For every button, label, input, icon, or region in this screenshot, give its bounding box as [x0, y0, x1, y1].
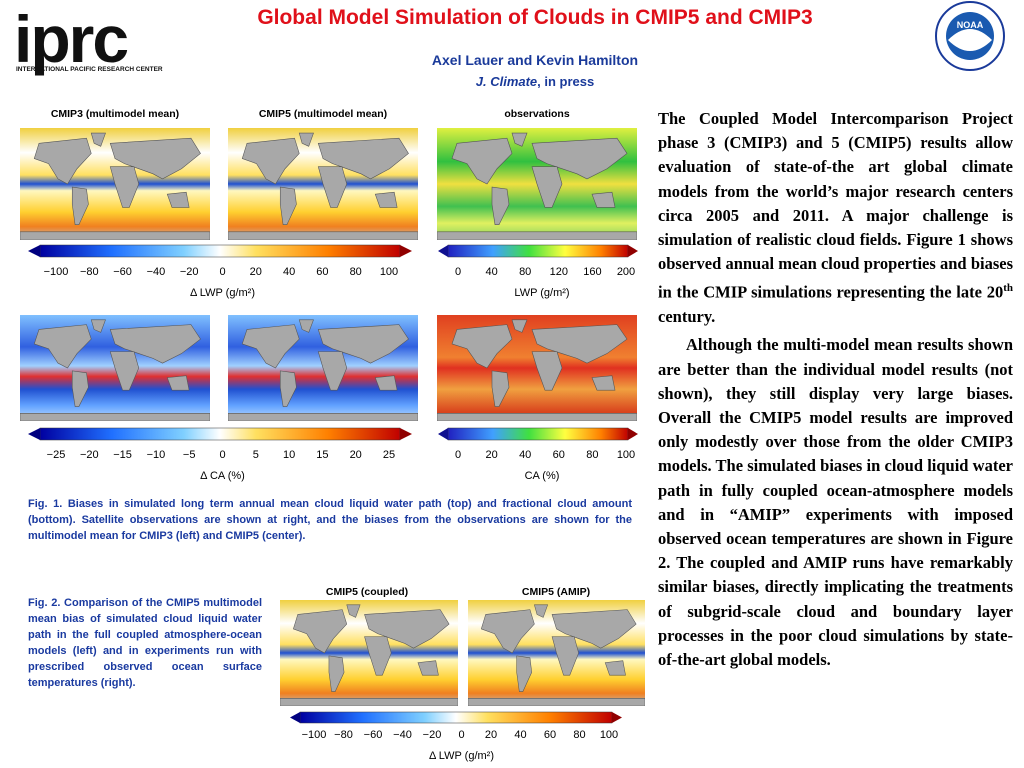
tick-label: −80	[80, 266, 99, 278]
tick-label: −10	[147, 449, 166, 461]
tick-label: 40	[283, 266, 295, 278]
tick-label: 100	[600, 729, 618, 741]
tick-label: −60	[113, 266, 132, 278]
tick-label: 20	[485, 449, 497, 461]
tick-label: −20	[423, 729, 442, 741]
colorbar-label: LWP (g/m²)	[514, 287, 569, 299]
map	[20, 315, 210, 421]
authors: Axel Lauer and Kevin Hamilton	[431, 52, 639, 68]
paragraph: Although the multi-model mean results sh…	[658, 335, 1013, 669]
tick-label: 20	[250, 266, 262, 278]
journal-name: J. Climate	[475, 74, 538, 89]
panel-title: CMIP5 (multimodel mean)	[259, 108, 387, 120]
tick-label: 80	[519, 266, 531, 278]
body-text: The Coupled Model Intercomparison Projec…	[658, 107, 1013, 676]
caption: Fig. 2. Comparison of the CMIP5 multimod…	[28, 597, 262, 689]
tick-label: 60	[553, 449, 565, 461]
tick-label: −20	[180, 266, 199, 278]
tick-label: 200	[617, 266, 635, 278]
colorbar	[438, 427, 638, 441]
tick-label: −15	[113, 449, 132, 461]
tick-label: 5	[253, 449, 259, 461]
colorbar-label: Δ LWP (g/m²)	[190, 287, 255, 299]
noaa-logo: NOAA	[935, 1, 1005, 71]
tick-label: 10	[283, 449, 295, 461]
journal: J. Climate, in press	[300, 74, 770, 89]
colorbar-label: CA (%)	[525, 470, 560, 482]
tick-label: −20	[80, 449, 99, 461]
tick-label: −40	[393, 729, 412, 741]
map	[437, 128, 637, 240]
map	[468, 600, 645, 706]
colorbar-label: Δ CA (%)	[200, 470, 245, 482]
labels: CMIP3 (multimodel mean) CMIP5 (multimodel…	[44, 108, 636, 762]
text: century.	[658, 307, 716, 327]
tick-label: −5	[183, 449, 196, 461]
tick-label: 40	[485, 266, 497, 278]
tick-label: 15	[316, 449, 328, 461]
tick-label: 60	[316, 266, 328, 278]
tick-label: 0	[455, 266, 461, 278]
text: The Coupled Model Intercomparison Projec…	[658, 109, 1013, 302]
tick-label: 0	[219, 266, 225, 278]
logo-subtext: INTERNATIONAL PACIFIC RESEARCH CENTER	[16, 66, 163, 73]
tick-label: 80	[573, 729, 585, 741]
paragraph: The Coupled Model Intercomparison Projec…	[658, 107, 1013, 329]
panel-title: CMIP5 (coupled)	[326, 586, 408, 598]
title: Global Model Simulation of Clouds in CMI…	[257, 6, 813, 29]
tick-label: 0	[455, 449, 461, 461]
tick-label: −25	[47, 449, 66, 461]
tick-label: 0	[458, 729, 464, 741]
tick-label: 160	[583, 266, 601, 278]
colorbar	[290, 711, 622, 724]
panel-title: CMIP3 (multimodel mean)	[51, 108, 179, 120]
panel-title: observations	[504, 108, 570, 120]
colorbar	[438, 244, 638, 258]
journal-note: , in press	[537, 74, 595, 89]
tick-label: 20	[485, 729, 497, 741]
panel-title: CMIP5 (AMIP)	[522, 586, 590, 598]
tick-label: 40	[519, 449, 531, 461]
tick-label: 40	[514, 729, 526, 741]
map	[280, 600, 458, 706]
tick-label: 25	[383, 449, 395, 461]
tick-label: −60	[364, 729, 383, 741]
tick-label: −40	[147, 266, 166, 278]
logo-text: iprc	[14, 2, 127, 76]
tick-label: −80	[334, 729, 353, 741]
colorbar	[28, 427, 412, 441]
tick-label: 100	[617, 449, 635, 461]
colorbar	[28, 244, 412, 258]
map	[20, 128, 210, 240]
logo-text: NOAA	[957, 20, 984, 30]
map	[228, 128, 418, 240]
tick-label: −100	[302, 729, 327, 741]
map	[437, 315, 637, 421]
caption: Fig. 1. Biases in simulated long term an…	[28, 498, 632, 542]
tick-label: 80	[350, 266, 362, 278]
tick-label: 0	[219, 449, 225, 461]
tick-label: 80	[586, 449, 598, 461]
tick-label: −100	[44, 266, 69, 278]
tick-label: 100	[380, 266, 398, 278]
tick-label: 60	[544, 729, 556, 741]
tick-label: 20	[350, 449, 362, 461]
superscript: th	[1003, 282, 1013, 295]
tick-label: 120	[550, 266, 568, 278]
map	[228, 315, 418, 421]
colorbar-label: Δ LWP (g/m²)	[429, 750, 494, 762]
